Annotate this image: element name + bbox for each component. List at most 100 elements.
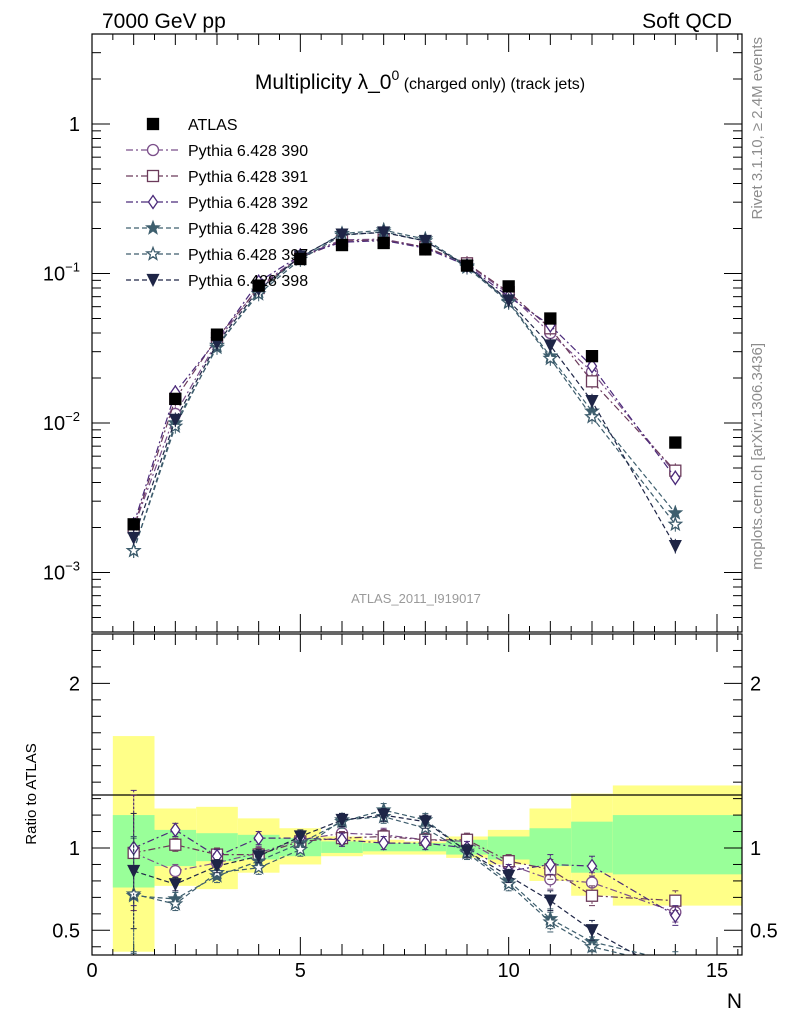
ratio-y-tick-label-right: 0.5 [750, 920, 778, 942]
ratio-point [167, 895, 184, 911]
atlas-point [169, 392, 182, 406]
ratio-y-tick-label: 2 [69, 673, 80, 695]
legend-entry: Pythia 6.428 398 [126, 273, 308, 290]
x-axis-label: N [727, 990, 742, 1013]
x-tick-label: 5 [295, 960, 306, 982]
ratio-point [669, 894, 682, 907]
atlas-point [585, 350, 599, 363]
ratio-point [584, 938, 600, 954]
legend-marker [145, 245, 161, 261]
chart-title: Multiplicity λ_00 (charged only) (track … [255, 67, 585, 94]
ratio-y-tick-label-right: 2 [750, 673, 761, 695]
main-series-group [125, 221, 684, 559]
main-y-tick-label-base: 10 [43, 563, 65, 585]
header-left: 7000 GeV pp [102, 10, 226, 33]
ratio-series-group [125, 789, 682, 982]
atlas-point [544, 312, 557, 325]
main-point [168, 413, 182, 427]
legend-entry: Pythia 6.428 391 [126, 169, 308, 186]
ratio-point [670, 907, 681, 924]
main-point [543, 339, 557, 353]
ratio-stat-band [487, 836, 530, 860]
ratio-point [169, 838, 182, 851]
ratio-point [292, 841, 309, 857]
main-point [667, 515, 684, 532]
ratio-point [418, 815, 432, 829]
main-point [668, 540, 682, 554]
ratio-point [669, 960, 681, 972]
main-y-tick-label-exponent: −3 [65, 559, 80, 574]
legend-marker [146, 273, 160, 287]
main-y-tick-label-base: 1 [69, 114, 80, 136]
x-tick-label: 15 [706, 960, 728, 982]
ratio-point [377, 808, 391, 823]
atlas-point [460, 259, 474, 272]
ratio-point [586, 858, 598, 874]
ratio-point [585, 924, 599, 938]
main-y-tick-label: 10−2 [43, 409, 80, 435]
legend-marker [146, 169, 160, 183]
legend-entry: ATLAS [146, 117, 238, 134]
ratio-point [542, 913, 559, 929]
chart-title-main: Multiplicity λ_0 [255, 71, 392, 94]
atlas-point [502, 280, 515, 293]
legend-label: Pythia 6.428 391 [188, 169, 308, 186]
main-panel: 110−110−210−3 Multiplicity λ_00 (charged… [43, 33, 743, 633]
ratio-point [545, 856, 556, 873]
ratio-axis-ticks: 0.5 0.5 1 1 2 2 0 5 10 15 [52, 633, 778, 982]
ratio-stat-band [612, 815, 742, 875]
legend-entry: Pythia 6.428 397 [126, 245, 308, 264]
main-y-tick-label-base: 10 [43, 413, 65, 435]
chart-title-suffix: (charged only) (track jets) [399, 76, 585, 93]
ratio-point [670, 971, 681, 982]
atlas-point [377, 236, 390, 250]
main-y-tick-label: 10−1 [43, 260, 80, 286]
analysis-tag: ATLAS_2011_I919017 [351, 591, 481, 606]
atlas-point [669, 436, 682, 449]
ratio-point [502, 869, 516, 883]
main-point [125, 542, 142, 558]
legend-label: Pythia 6.428 390 [188, 143, 308, 160]
ratio-point [335, 813, 349, 827]
main-point [585, 395, 599, 409]
ratio-point [210, 859, 224, 874]
atlas-point [294, 252, 307, 266]
atlas-point [252, 279, 265, 292]
legend-entry: Pythia 6.428 392 [126, 194, 308, 212]
main-y-tick-label: 10−3 [43, 559, 80, 585]
main-series-atlas [127, 236, 682, 531]
atlas-point [419, 243, 432, 256]
ratio-series [127, 807, 681, 982]
x-tick-label: 10 [498, 960, 520, 982]
main-axis-ticks: 110−110−210−3 [43, 33, 742, 633]
legend-label: Pythia 6.428 392 [188, 195, 308, 212]
x-tick-label: 0 [86, 960, 97, 982]
legend-label: Pythia 6.428 398 [188, 273, 308, 290]
main-point [584, 408, 600, 424]
legend-marker [145, 219, 161, 235]
side-label-lower: mcplots.cern.ch [arXiv:1306.3436] [749, 343, 766, 570]
ratio-point [674, 953, 676, 955]
legend: ATLAS Pythia 6.428 390 Pythia 6.428 391 Pyt… [126, 117, 308, 290]
legend-label: Pythia 6.428 396 [188, 221, 308, 238]
main-point [502, 294, 516, 308]
ratio-point [585, 889, 599, 902]
legend-label: ATLAS [188, 117, 238, 134]
legend-label: Pythia 6.428 397 [188, 247, 308, 264]
ratio-point [127, 864, 141, 878]
main-y-tick-label-base: 10 [43, 264, 65, 286]
legend-entry: Pythia 6.428 390 [126, 143, 308, 160]
ratio-point [500, 875, 517, 892]
main-point [667, 504, 684, 520]
ratio-point [543, 894, 557, 908]
main-y-tick-label-exponent: −2 [65, 409, 80, 424]
main-point [377, 226, 391, 240]
legend-marker [147, 194, 159, 210]
ratio-frame [91, 633, 743, 956]
atlas-point [127, 518, 140, 531]
ratio-point [420, 835, 431, 851]
legend-marker [146, 143, 160, 157]
atlas-point [335, 238, 349, 252]
ratio-point [170, 822, 181, 838]
